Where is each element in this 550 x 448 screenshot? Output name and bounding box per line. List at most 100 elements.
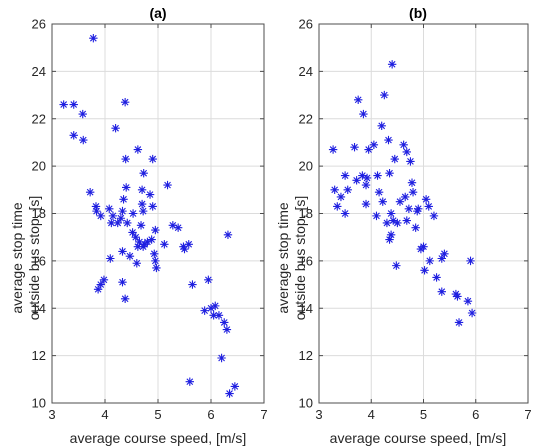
panel-a-data-point [138, 206, 148, 216]
panel-a-data-point [140, 240, 149, 249]
panel-b-data-point [374, 187, 384, 197]
panel-a-data-point [138, 242, 148, 251]
panel-a-data-point [223, 230, 233, 240]
panel-b-scatter: (b) average course speed, [m/s] average … [275, 5, 532, 446]
panel-b-data-point [340, 209, 350, 218]
panel-a-data-point [133, 145, 143, 154]
panel-b-data-point [352, 176, 361, 185]
panel-b-data-point [384, 135, 393, 145]
panel-b-data-point [451, 289, 461, 299]
panel-a-data-point [59, 100, 68, 109]
panel-a-data-point [120, 97, 130, 107]
panel-a-data-point [120, 294, 130, 303]
panel-b-data-point [361, 199, 371, 209]
panel-b-data-point [432, 273, 441, 282]
panel-b-ylabel-line: outside bus stop, [s] [292, 196, 308, 321]
panel-b-data-point [382, 218, 392, 228]
panel-b-x-tick-label: 7 [524, 407, 531, 422]
panel-a-y-tick-label: 16 [32, 253, 46, 268]
panel-b-data-point [333, 202, 342, 211]
panel-a-data-point [118, 206, 127, 216]
panel-b-y-tick-label: 16 [299, 253, 313, 268]
panel-a-data-point [132, 259, 141, 268]
panel-a-data-point [69, 100, 78, 109]
panel-a-data-point [113, 218, 122, 228]
panel-a-data-point [185, 377, 194, 386]
panel-a-data-point [200, 306, 209, 315]
panel-a-ylabel-line: average stop time [9, 202, 25, 313]
panel-a-data-point [206, 304, 216, 313]
panel-a-data-point [150, 249, 159, 258]
panel-a-y-tick-label: 10 [32, 396, 46, 411]
panel-b-y-tick-label: 12 [299, 348, 313, 363]
panel-a-data-point [145, 190, 155, 199]
panel-b-data-point [390, 154, 399, 164]
panel-a-data-point [173, 223, 183, 232]
panel-b-data-point [385, 235, 394, 244]
panel-a-data-point [79, 135, 88, 145]
panel-a-x-tick-label: 4 [101, 407, 108, 422]
panel-b-x-tick-label: 5 [420, 407, 427, 422]
panel-b-data-point [407, 178, 417, 187]
panel-b-data-point [378, 197, 387, 206]
panel-b-data-point [429, 211, 439, 221]
panel-a-data-point [99, 275, 109, 285]
panel-b-data-point [414, 204, 423, 213]
panel-a-data-point [217, 353, 226, 363]
panel-a-ylabel-line: outside bus stop, [s] [26, 196, 42, 321]
panel-b-title: (b) [409, 5, 427, 21]
panel-a-data-point [204, 275, 213, 285]
panel-b-data-point [340, 171, 350, 180]
panel-a-data-point [93, 285, 103, 294]
panel-b-data-point [413, 206, 422, 216]
panel-b-data-point [336, 192, 346, 202]
panel-a-data-point [128, 209, 138, 218]
panel-b-data-point [420, 266, 429, 275]
panel-b-y-tick-label: 14 [299, 301, 313, 316]
panel-b-data-point [361, 180, 371, 190]
panel-a-data-point [96, 211, 105, 221]
panel-a-data-point [69, 131, 78, 140]
panel-a-data-point [163, 180, 172, 190]
panel-a-xlabel: average course speed, [m/s] [70, 430, 247, 446]
panel-a-data-point [78, 109, 87, 119]
panel-b-data-point [406, 157, 415, 166]
panel-a-data-point [148, 154, 157, 164]
panel-a-data-point [118, 277, 127, 287]
panel-a-data-point [118, 247, 127, 256]
panel-a-title: (a) [149, 5, 166, 21]
panel-b-data-point [359, 109, 368, 119]
panel-a-y-tick-label: 22 [32, 111, 46, 126]
panel-b-data-point [466, 256, 475, 266]
panel-b-data-point [393, 218, 402, 228]
panel-a-data-point [85, 187, 95, 197]
panel-a-data-point [128, 228, 137, 237]
panel-a-data-point [151, 256, 160, 266]
panel-a-x-tick-label: 6 [207, 407, 214, 422]
panel-b-data-point [385, 169, 394, 178]
panel-a-y-tick-label: 18 [32, 206, 46, 221]
panel-a-x-tick-label: 3 [48, 407, 55, 422]
panel-b-data-point [392, 261, 401, 270]
panel-b-data-point [362, 173, 372, 183]
panel-b-data-point [358, 171, 367, 180]
panel-a-data-point [108, 211, 118, 221]
panel-a-y-tick-label: 26 [32, 17, 46, 32]
panel-b-data-point [369, 140, 379, 150]
panel-a-data-point [152, 263, 161, 273]
panel-b-data-point [328, 145, 338, 154]
panel-a-data-point [220, 318, 229, 327]
panel-a-y-tick-label: 14 [32, 301, 46, 316]
panel-a-data-point [122, 183, 131, 192]
panel-a-data-point [137, 199, 147, 209]
panel-b-data-point [421, 195, 431, 204]
panel-a-data-point [137, 185, 147, 195]
panel-b-data-point [353, 95, 363, 104]
panel-a-data-point [230, 382, 240, 391]
panel-a-data-point [209, 311, 218, 320]
panel-a-data-point [136, 221, 146, 230]
panel-a-data-point [119, 195, 128, 204]
panel-a-scatter: (a) average course speed, [m/s] average … [9, 5, 268, 446]
panel-a-data-point [107, 218, 116, 228]
